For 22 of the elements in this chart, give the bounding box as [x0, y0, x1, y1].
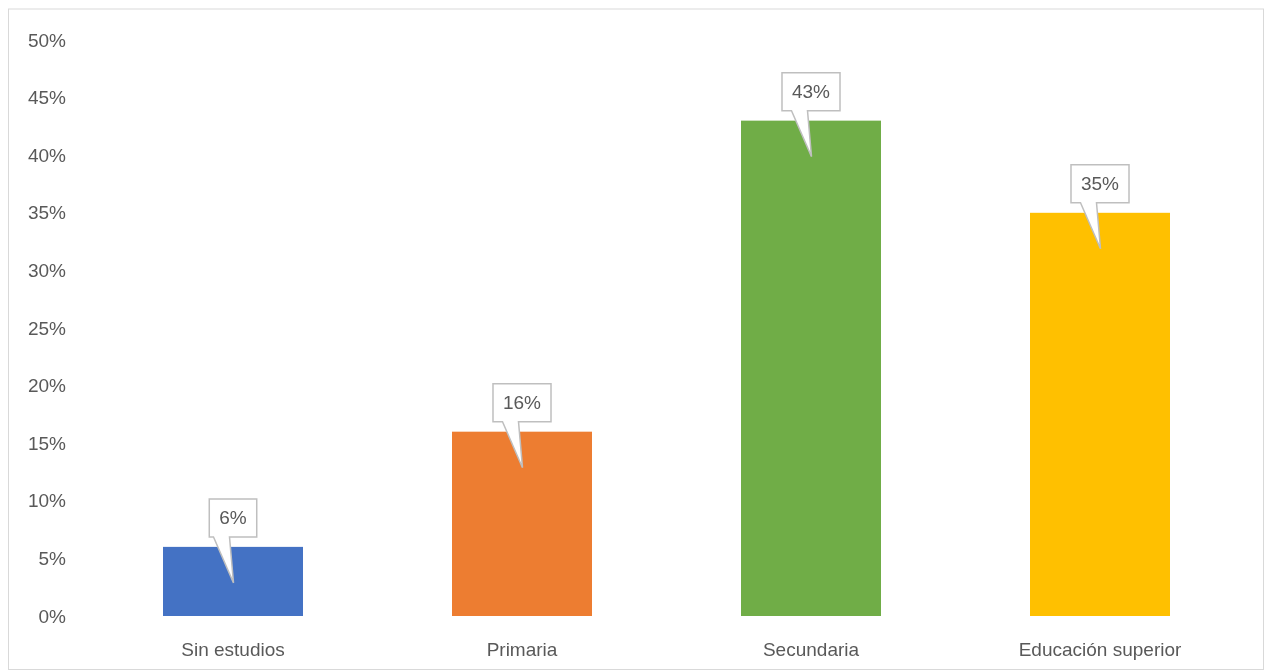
- x-tick-label: Sin estudios: [181, 638, 285, 660]
- x-tick-label: Educación superior: [1018, 638, 1182, 660]
- bar: [452, 431, 592, 616]
- data-label: 6%: [219, 507, 247, 529]
- y-tick-label: 15%: [27, 432, 67, 454]
- bar: [1030, 212, 1170, 616]
- y-tick-label: 10%: [27, 490, 67, 512]
- data-label: 43%: [791, 81, 831, 103]
- y-tick-label: 25%: [27, 317, 67, 339]
- y-tick-label: 20%: [27, 375, 67, 397]
- data-label: 35%: [1080, 173, 1120, 195]
- y-tick-label: 35%: [27, 202, 67, 224]
- y-tick-label: 0%: [38, 605, 67, 627]
- y-tick-label: 40%: [27, 144, 67, 166]
- x-tick-label: Secundaria: [762, 638, 860, 660]
- y-tick-label: 50%: [27, 29, 67, 51]
- y-tick-label: 45%: [27, 87, 67, 109]
- y-tick-label: 30%: [27, 259, 67, 281]
- data-label: 16%: [502, 392, 542, 414]
- bar: [741, 120, 881, 616]
- x-tick-label: Primaria: [486, 638, 558, 660]
- y-tick-label: 5%: [38, 547, 67, 569]
